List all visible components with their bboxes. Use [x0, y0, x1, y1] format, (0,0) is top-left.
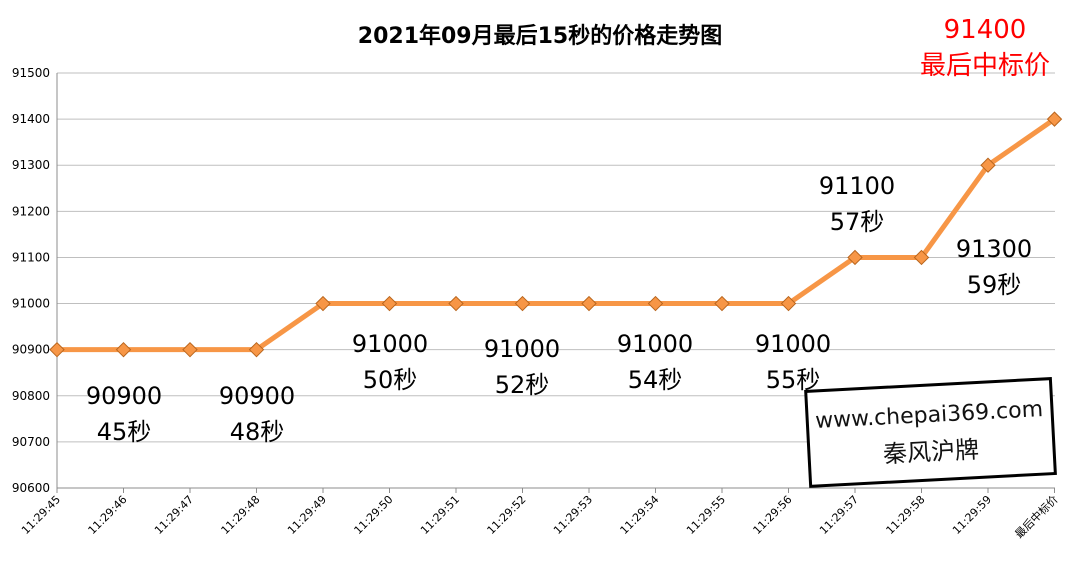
x-tick-label: 11:29:47: [152, 493, 196, 537]
annotation-time: 55秒: [766, 366, 821, 394]
annotation-time: 57秒: [830, 208, 885, 236]
y-tick-label: 91200: [12, 204, 50, 218]
y-tick-label: 90600: [12, 481, 50, 495]
data-annotations: 90900 45秒 90900 48秒 91000 50秒 91000 52秒 91000 54秒…: [86, 172, 1032, 446]
annotation-time: 54秒: [628, 366, 683, 394]
annotation-time: 59秒: [967, 271, 1022, 299]
y-tick-label: 91500: [12, 66, 50, 80]
x-tick-label: 11:29:59: [950, 493, 994, 537]
y-tick-label: 91100: [12, 250, 50, 264]
annotation-time: 45秒: [97, 418, 152, 446]
data-point-marker: [980, 157, 996, 173]
x-tick-label: 11:29:51: [418, 493, 462, 537]
data-point-marker: [847, 249, 863, 266]
data-point-marker: [1046, 111, 1063, 127]
data-point-marker: [115, 341, 132, 358]
final-price-label: 最后中标价: [920, 51, 1050, 81]
point-annotation: 91000 52秒: [484, 335, 560, 399]
annotation-time: 50秒: [363, 366, 418, 394]
annotation-price: 90900: [86, 382, 162, 410]
x-tick-label: 11:29:57: [817, 493, 861, 537]
data-point-marker: [913, 249, 930, 266]
x-tick-label: 11:29:49: [285, 493, 329, 537]
point-annotation: 90900 48秒: [219, 382, 295, 446]
point-annotation: 91300 59秒: [956, 235, 1032, 299]
point-annotation: 91000 54秒: [617, 330, 693, 394]
x-tick-label: 11:29:48: [218, 493, 262, 537]
final-price-annotation: 91400 最后中标价: [920, 15, 1050, 81]
data-point-marker: [248, 341, 265, 358]
data-point-marker: [381, 295, 398, 312]
y-tick-label: 90800: [12, 389, 50, 403]
x-tick-label: 11:29:58: [883, 493, 927, 537]
y-tick-label: 90900: [12, 343, 50, 357]
point-annotation: 91000 55秒: [755, 330, 831, 394]
annotation-price: 91000: [484, 335, 560, 363]
annotation-price: 90900: [219, 382, 295, 410]
data-point-marker: [714, 295, 730, 312]
y-tick-label: 91300: [12, 158, 50, 172]
annotation-price: 91000: [352, 330, 428, 358]
data-point-marker: [448, 295, 464, 312]
data-point-marker: [49, 341, 65, 358]
y-tick-label: 91000: [12, 297, 50, 311]
x-axis-tick-labels: 11:29:45 11:29:46 11:29:47 11:29:48 11:29:49…: [19, 488, 1061, 541]
chart-title: 2021年09月最后15秒的价格走势图: [358, 23, 722, 49]
x-tick-label: 11:29:53: [551, 493, 595, 537]
y-tick-label: 90700: [12, 435, 50, 449]
data-point-marker: [780, 295, 797, 312]
annotation-price: 91100: [819, 172, 895, 200]
point-annotation: 91000 50秒: [352, 330, 428, 394]
final-price-value: 91400: [944, 15, 1027, 45]
x-tick-label: 最后中标价: [1012, 492, 1061, 541]
data-point-marker: [581, 295, 597, 312]
x-tick-label: 11:29:55: [684, 493, 728, 537]
x-tick-label: 11:29:54: [617, 493, 661, 537]
data-point-marker: [647, 295, 664, 312]
annotation-time: 48秒: [230, 418, 285, 446]
point-annotation: 90900 45秒: [86, 382, 162, 446]
y-tick-label: 91400: [12, 112, 50, 126]
point-annotation: 91100 57秒: [819, 172, 895, 236]
annotation-price: 91000: [755, 330, 831, 358]
annotation-price: 91300: [956, 235, 1032, 263]
annotation-time: 52秒: [495, 371, 550, 399]
y-axis-tick-labels: 90600 90700 90800 90900 91000 91100 91200 91300…: [12, 66, 50, 495]
x-tick-label: 11:29:50: [351, 493, 395, 537]
price-series: [49, 111, 1063, 358]
annotation-price: 91000: [617, 330, 693, 358]
x-tick-label: 11:29:45: [19, 493, 63, 537]
watermark-box: www.chepai369.com 秦风沪牌: [804, 377, 1057, 488]
x-tick-label: 11:29:46: [85, 493, 129, 537]
x-tick-label: 11:29:52: [484, 493, 528, 537]
x-tick-label: 11:29:56: [750, 493, 794, 537]
watermark-name: 秦风沪牌: [882, 435, 979, 468]
price-line: [54, 116, 1057, 353]
data-point-marker: [315, 295, 331, 312]
data-point-marker: [182, 341, 198, 358]
data-point-marker: [514, 295, 531, 312]
